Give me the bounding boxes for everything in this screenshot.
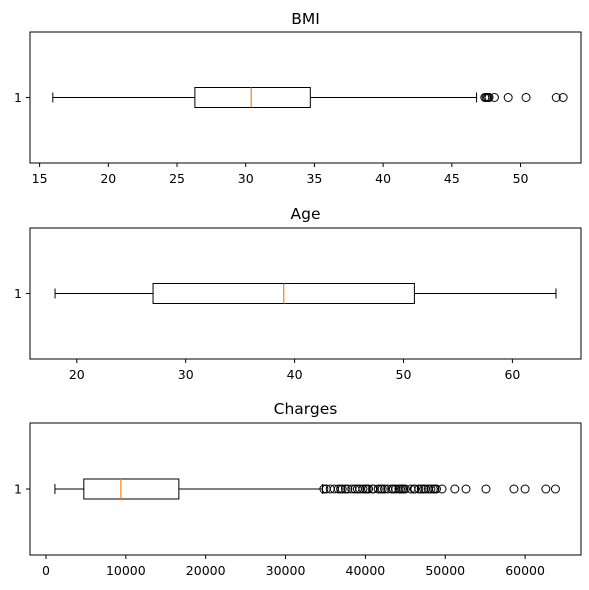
outlier-point xyxy=(450,484,460,494)
outlier-point xyxy=(509,484,519,494)
outlier-point xyxy=(364,484,374,494)
x-tick-label: 50 xyxy=(513,171,529,186)
x-tick-label: 35 xyxy=(306,171,322,186)
outlier-point xyxy=(461,484,471,494)
outlier-point xyxy=(373,484,383,494)
x-tick-label: 10000 xyxy=(106,563,146,578)
outlier-point xyxy=(484,93,494,102)
outlier-point xyxy=(355,484,365,494)
outlier-point xyxy=(503,93,513,102)
x-tick-label: 30 xyxy=(178,367,194,382)
outlier-point xyxy=(388,484,398,494)
y-tick-label: 1 xyxy=(14,286,22,301)
outlier-point xyxy=(489,93,499,102)
outlier-point xyxy=(340,484,350,494)
outlier-point xyxy=(368,484,378,494)
outlier-point xyxy=(521,93,531,102)
x-tick-label: 20 xyxy=(69,367,85,382)
x-tick-label: 45 xyxy=(444,171,460,186)
outlier-point xyxy=(343,484,353,494)
outlier-point xyxy=(377,484,387,494)
outlier-point xyxy=(481,484,491,494)
outlier-point xyxy=(558,93,568,102)
boxplot-panel-3: Charges 1 0 10000 20000 30000 40000 50000 60000 xyxy=(14,400,582,578)
x-tick-label: 50000 xyxy=(425,563,465,578)
outlier-point xyxy=(431,484,441,494)
chart-title: Age xyxy=(291,205,321,223)
boxplot-panel-2: Age 1 20 30 40 50 60 xyxy=(14,205,582,382)
x-tick-label: 30000 xyxy=(266,563,306,578)
outlier-point xyxy=(400,484,410,494)
x-tick-label: 20 xyxy=(100,171,116,186)
chart-title: Charges xyxy=(274,400,338,418)
outlier-point xyxy=(333,484,343,494)
x-tick-label: 60000 xyxy=(505,563,545,578)
outlier-point xyxy=(437,484,447,494)
x-tick-label: 0 xyxy=(42,563,50,578)
outlier-point xyxy=(319,484,329,494)
iqr-box xyxy=(83,478,180,500)
outlier-point xyxy=(380,484,390,494)
x-tick-label: 15 xyxy=(32,171,48,186)
outlier-point xyxy=(416,484,426,494)
y-tick-label: 1 xyxy=(14,90,22,105)
x-tick-label: 30 xyxy=(238,171,254,186)
boxplot-panel-1: BMI 1 15 20 25 30 35 40 45 50 xyxy=(14,10,582,186)
chart-title: BMI xyxy=(291,10,320,28)
outlier-point xyxy=(410,484,420,494)
iqr-box xyxy=(194,87,311,108)
outlier-point xyxy=(551,93,561,102)
outlier-point xyxy=(550,484,560,494)
x-tick-label: 25 xyxy=(169,171,185,186)
x-tick-label: 40 xyxy=(375,171,391,186)
y-tick-label: 1 xyxy=(14,482,22,497)
outlier-point xyxy=(414,484,424,494)
outlier-point xyxy=(337,484,347,494)
x-tick-label: 20000 xyxy=(186,563,226,578)
outlier-point xyxy=(426,484,436,494)
x-tick-label: 50 xyxy=(396,367,412,382)
x-tick-label: 40000 xyxy=(346,563,386,578)
outlier-point xyxy=(520,484,530,494)
outlier-point xyxy=(358,484,368,494)
x-tick-label: 60 xyxy=(504,367,520,382)
x-tick-label: 40 xyxy=(287,367,303,382)
outlier-point xyxy=(541,484,551,494)
